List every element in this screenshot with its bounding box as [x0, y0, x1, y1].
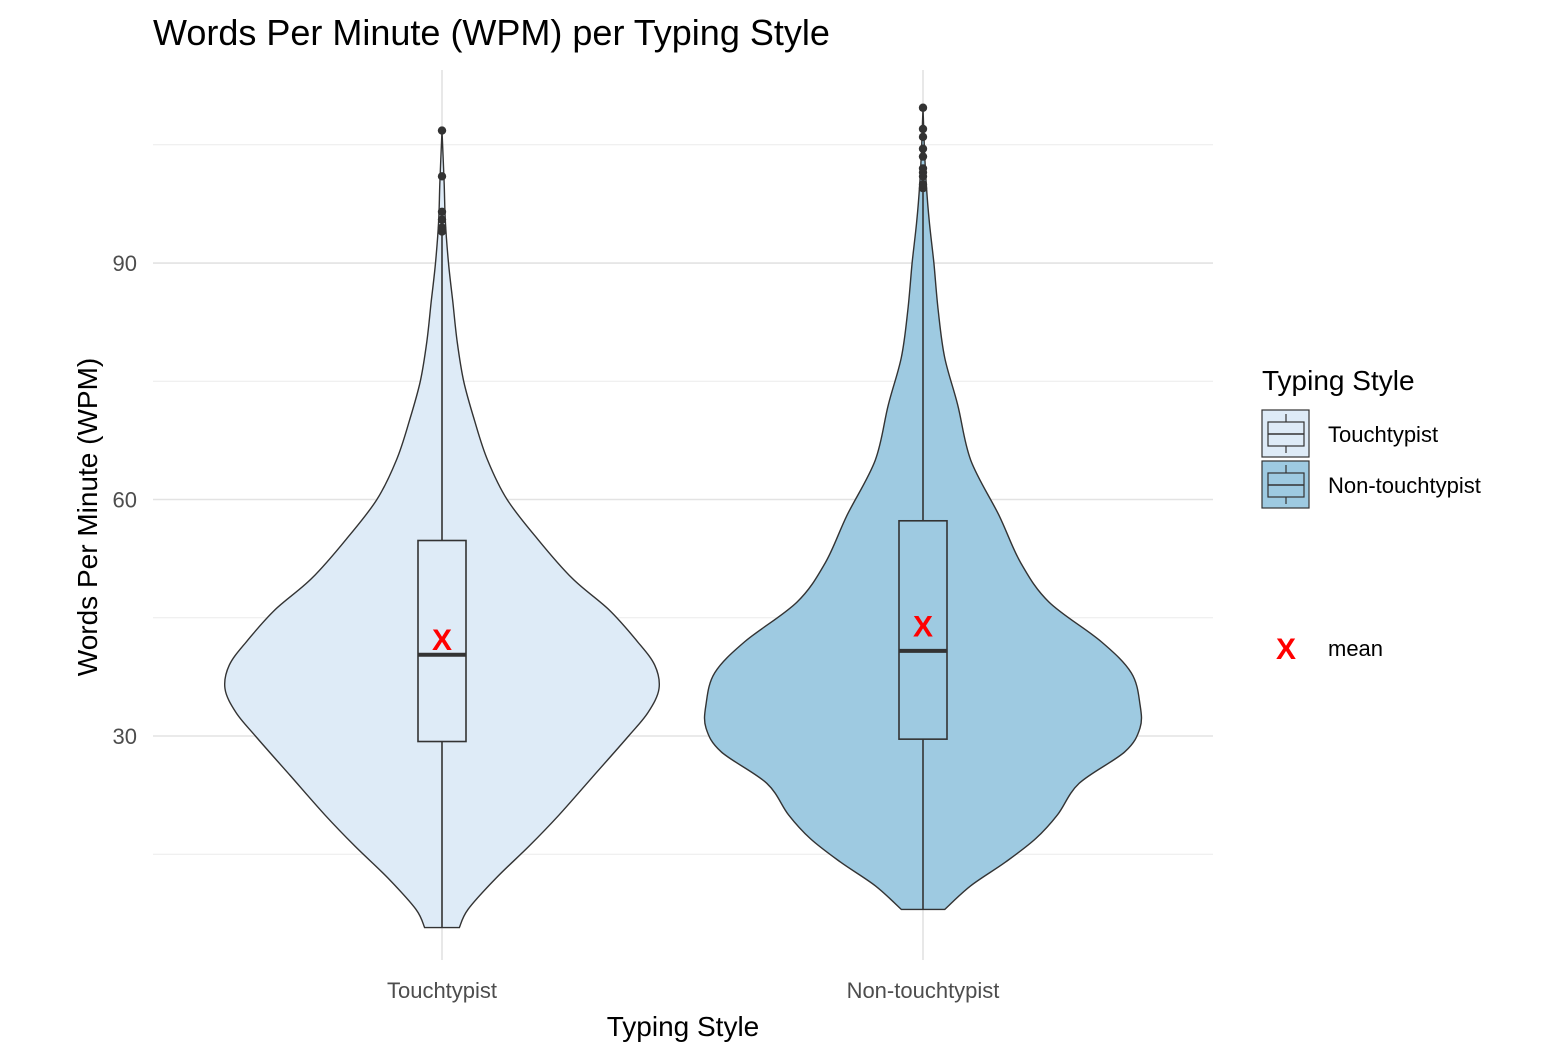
outlier-point [437, 215, 447, 224]
legend-mean-label: mean [1328, 636, 1383, 661]
iqr-box [898, 519, 948, 740]
legend-keys: Touchtypist Non-touchtypist [1261, 409, 1481, 509]
outlier-point [918, 132, 928, 142]
legend-label-0: Touchtypist [1328, 422, 1438, 447]
violin-layer [224, 107, 1143, 929]
mean-marker: X [913, 611, 933, 644]
outlier-point [918, 124, 928, 134]
legend-label-1: Non-touchtypist [1328, 473, 1481, 498]
x-tick-label: Touchtypist [387, 978, 497, 1003]
legend-mean-marker: X [1276, 633, 1296, 666]
grid-layer [153, 70, 1213, 960]
legend: Typing Style TouchtypistNon-touchtypist … [1261, 365, 1481, 666]
outlier-point [918, 144, 928, 153]
outlier-point [918, 164, 928, 173]
y-tick-label: 90 [113, 251, 137, 276]
x-tick-label: Non-touchtypist [847, 978, 1000, 1003]
outlier-point [437, 223, 447, 232]
legend-title: Typing Style [1262, 365, 1415, 396]
mean-marker: X [432, 624, 452, 657]
x-axis-title: Typing Style [607, 1011, 760, 1042]
outlier-point [437, 207, 447, 216]
outlier-point [437, 126, 447, 135]
outlier-point [918, 152, 928, 161]
y-tick-label: 60 [113, 488, 137, 513]
y-tick-label: 30 [113, 724, 137, 749]
outlier-point [918, 103, 928, 112]
outlier-point [918, 179, 928, 189]
chart-title: Words Per Minute (WPM) per Typing Style [153, 12, 830, 53]
outlier-point [437, 172, 447, 181]
y-axis-title: Words Per Minute (WPM) [72, 358, 103, 676]
iqr-box [417, 539, 467, 743]
tick-layer: 30 60 90 Touchtypist Non-touchtypist [113, 251, 1000, 1003]
